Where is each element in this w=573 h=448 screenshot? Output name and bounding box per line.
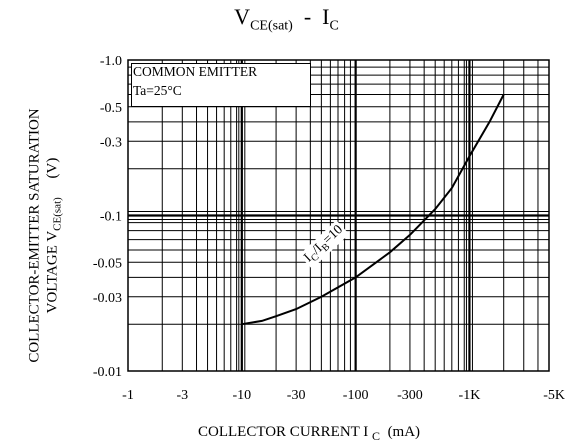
title-main: V — [234, 4, 251, 29]
y-tick-label: -1.0 — [100, 54, 122, 69]
y-tick-labels: -1.0 -0.5 -0.3 -0.1 -0.05 -0.03 -0.01 — [93, 54, 122, 380]
title-main-sub: CE(sat) — [250, 18, 293, 34]
x-tick-label: -1 — [122, 388, 134, 403]
y-tick-label: -0.01 — [93, 365, 122, 380]
y-tick-label: -0.03 — [93, 291, 122, 306]
y-tick-label: -0.05 — [93, 256, 122, 271]
series-line-ic-ib-10 — [241, 94, 505, 326]
annotation-box — [131, 63, 311, 107]
y-tick-label: -0.5 — [100, 101, 122, 116]
y-axis-label-line2: VOLTAGE VCE(sat) (V) — [44, 66, 67, 406]
x-tick-label: -1K — [459, 388, 481, 403]
x-axis-label: COLLECTOR CURRENT I C (mA) — [198, 424, 420, 444]
y-axis-label: COLLECTOR-EMITTER SATURATION VOLTAGE VCE… — [26, 66, 67, 406]
x-tick-label: -30 — [287, 388, 306, 403]
annotation-temperature: Ta=25°C — [133, 83, 182, 98]
grid-lines — [128, 60, 549, 371]
y-axis-label-line1: COLLECTOR-EMITTER SATURATION — [26, 108, 43, 363]
x-tick-label: -10 — [232, 388, 251, 403]
x-tick-label: -100 — [343, 388, 369, 403]
y-tick-label: -0.3 — [100, 135, 122, 150]
annotation-common-emitter: COMMON EMITTER — [133, 64, 258, 79]
x-axis-label-main: COLLECTOR CURRENT I — [198, 424, 369, 440]
y-axis-label-line2-sub: CE(sat) — [51, 197, 64, 231]
chart-title: VCE(sat) - IC — [0, 4, 573, 34]
y-axis-label-line2-main: VOLTAGE V — [44, 230, 61, 314]
x-tick-label: -3 — [176, 388, 188, 403]
x-tick-labels: -1 -3 -10 -30 -100 -300 -1K -5K — [122, 388, 565, 403]
x-axis-unit: (mA) — [380, 424, 421, 440]
x-axis-label-sub: C — [372, 429, 381, 443]
x-tick-label: -5K — [543, 388, 565, 403]
title-tail-sub: C — [329, 18, 339, 34]
x-tick-label: -300 — [397, 388, 423, 403]
y-axis-unit: (V) — [44, 157, 61, 179]
y-tick-label: -0.1 — [100, 210, 122, 225]
plot-frame — [127, 59, 550, 372]
title-sep: - I — [292, 4, 330, 29]
